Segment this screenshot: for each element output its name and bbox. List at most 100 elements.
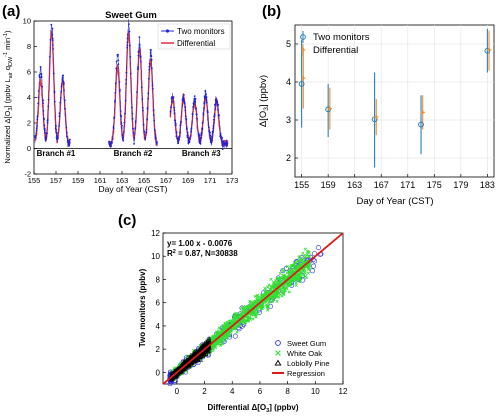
- x-tick-label: 173: [226, 176, 239, 185]
- two-monitors-line: [170, 89, 228, 150]
- panel-c-fit-stats: R2 = 0.87, N=30838: [167, 249, 238, 258]
- panel-c-legend: Sweet Gum White Oak Loblolly Pine Regres…: [272, 339, 330, 378]
- legend-c-sweet-gum-label: Sweet Gum: [287, 339, 326, 348]
- two-monitors-point: [484, 47, 491, 54]
- panel-b-points: [298, 47, 492, 128]
- y-tick-label: 10: [151, 252, 160, 261]
- legend-c-loblolly-pine-marker: [274, 359, 282, 366]
- y-tick-label: 0: [27, 144, 31, 153]
- panel-a-x-label: Day of Year (CST): [99, 184, 168, 194]
- legend-b-two-monitors-label: Two monitors: [313, 32, 370, 43]
- legend-c-white-oak-marker: [275, 350, 281, 356]
- sweet-gum-point: [315, 245, 321, 251]
- sweet-gum-point: [310, 263, 316, 269]
- sweet-gum-point: [312, 258, 318, 264]
- sweet-gum-point: [232, 333, 238, 339]
- x-tick-label: 10: [311, 387, 320, 396]
- panel-c-regression-line: [162, 232, 344, 385]
- x-tick-label: 167: [374, 180, 389, 190]
- y-tick-label: 2: [156, 345, 161, 354]
- y-tick-label: 12: [151, 229, 160, 238]
- panel-a-y-axis: -2 0 2 4 6 8 10: [23, 17, 37, 179]
- x-tick-label: 4: [230, 387, 235, 396]
- x-tick-label: 163: [116, 176, 129, 185]
- y-tick-label: 2: [286, 153, 291, 163]
- differential-point: [301, 76, 306, 81]
- x-tick-label: 155: [294, 180, 309, 190]
- sweet-gum-point: [236, 326, 242, 332]
- differential-point: [420, 110, 425, 115]
- legend-c-regression-label: Regression: [287, 369, 325, 378]
- legend-b-differential-marker: [300, 47, 306, 53]
- two-monitors-line: [34, 23, 71, 147]
- panel-a-legend-box: [157, 23, 231, 50]
- x-tick-label: 179: [453, 180, 468, 190]
- y-tick-label: 5: [286, 39, 291, 49]
- panel-a-y-label: Normalized Δ[O3] (ppbv Lair qDW-1 min-1): [3, 30, 14, 164]
- x-tick-label: 165: [138, 176, 151, 185]
- x-tick-label: 167: [160, 176, 173, 185]
- two-monitors-point: [298, 81, 305, 87]
- x-tick-label: 171: [400, 180, 415, 190]
- two-monitors-point: [418, 121, 424, 128]
- panel-c-x-label: Differential Δ[O3] (ppbv): [207, 403, 298, 414]
- panel-c-fit-equation: y= 1.00 x - 0.0076: [167, 239, 233, 248]
- x-tick-label: 12: [339, 387, 348, 396]
- panel-c-tag: (c): [118, 212, 136, 229]
- sweet-gum-point: [311, 251, 317, 257]
- x-tick-label: 0: [175, 387, 180, 396]
- panel-c-y-axis: 0 2 4 6 8 10 12: [151, 229, 166, 377]
- x-tick-label: 6: [258, 387, 263, 396]
- branch-label: Branch #2: [114, 149, 153, 158]
- panel-b-x-axis: 155 159 163 167 171 175 179 183: [294, 174, 495, 190]
- x-tick-label: 163: [347, 180, 362, 190]
- panel-a-legend: Two monitors Differential: [157, 23, 231, 50]
- branch-label: Branch #1: [37, 149, 76, 158]
- panel-c-x-axis: 0 2 4 6 8 10 12: [175, 381, 348, 396]
- panel-a: (a) Sweet Gum 155 157 159 161 163 165 167 169 17…: [2, 3, 238, 194]
- x-tick-label: 157: [50, 176, 63, 185]
- panel-b-legend: Two monitors Differential: [300, 31, 370, 56]
- sweet-gum-point: [309, 268, 315, 274]
- differential-point: [374, 114, 379, 120]
- panel-b-x-label: Day of Year (CST): [356, 196, 433, 207]
- panel-b-y-axis: 2 3 4 5: [286, 39, 298, 163]
- legend-c-loblolly-pine-label: Loblolly Pine: [287, 359, 330, 368]
- x-tick-label: 8: [285, 387, 290, 396]
- y-tick-label: 10: [23, 17, 31, 26]
- x-tick-label: 2: [202, 387, 207, 396]
- differential-point: [486, 47, 492, 52]
- regression-line: [162, 232, 344, 385]
- panel-a-two-monitors-series: [34, 19, 229, 151]
- x-tick-label: 161: [94, 176, 107, 185]
- y-tick-label: 8: [27, 42, 31, 51]
- legend-two-monitors-marker: [165, 29, 170, 33]
- two-monitors-point: [325, 106, 332, 113]
- sweet-gum-point: [283, 265, 289, 271]
- legend-two-monitors-label: Two monitors: [177, 27, 225, 36]
- y-tick-label: 0: [156, 368, 161, 377]
- y-tick-label: 4: [27, 93, 31, 102]
- panel-a-title: Sweet Gum: [105, 10, 157, 21]
- panel-b-y-label: Δ[O3] (ppbv): [258, 75, 270, 127]
- y-tick-label: 8: [156, 275, 161, 284]
- y-tick-label: 2: [27, 119, 31, 128]
- x-tick-label: 175: [427, 180, 442, 190]
- y-tick-label: 6: [156, 299, 161, 308]
- panel-a-x-axis: 155 157 159 161 163 165 167 169 171 173: [28, 171, 239, 185]
- legend-b-differential-label: Differential: [313, 45, 358, 56]
- x-tick-label: 159: [72, 176, 85, 185]
- y-tick-label: 3: [286, 115, 291, 125]
- legend-differential-label: Differential: [177, 39, 215, 48]
- x-tick-label: 155: [28, 176, 41, 185]
- x-tick-label: 183: [480, 180, 495, 190]
- sweet-gum-point: [280, 268, 286, 274]
- x-tick-label: 159: [321, 180, 336, 190]
- panel-c-y-label: Two monitors (ppbv): [138, 268, 147, 347]
- x-tick-label: 171: [204, 176, 217, 185]
- x-tick-label: 169: [182, 176, 195, 185]
- legend-c-sweet-gum-marker: [275, 340, 281, 346]
- y-tick-label: 4: [156, 322, 161, 331]
